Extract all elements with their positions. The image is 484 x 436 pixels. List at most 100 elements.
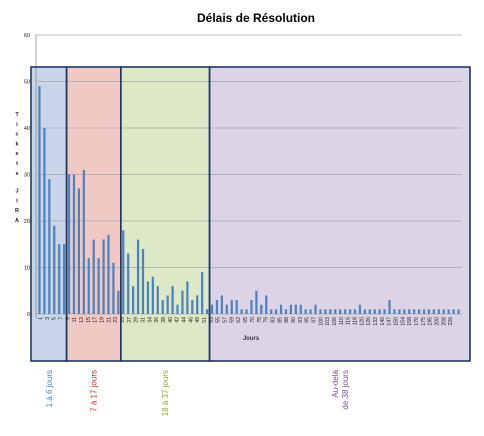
- bar: [309, 309, 312, 314]
- bar: [344, 309, 347, 314]
- x-tick-label: 226: [448, 317, 454, 326]
- bar: [225, 304, 228, 314]
- y-tick-label: 40: [24, 126, 30, 132]
- y-axis-label-char: T: [15, 112, 19, 118]
- bar: [191, 300, 194, 314]
- bar: [275, 309, 278, 314]
- bar: [240, 309, 243, 314]
- bar: [373, 309, 376, 314]
- x-tick-label: 55: [216, 317, 222, 323]
- bar: [324, 309, 327, 314]
- bar: [117, 290, 120, 314]
- bar: [363, 309, 366, 314]
- bar: [53, 225, 56, 314]
- x-tick-label: 175: [421, 317, 427, 326]
- bar: [161, 300, 164, 314]
- bar: [156, 286, 159, 314]
- x-tick-label: 154: [400, 317, 406, 326]
- bar: [368, 309, 371, 314]
- y-tick-label: 50: [24, 80, 30, 86]
- bar: [353, 309, 357, 314]
- x-tick-label: 49: [195, 317, 201, 323]
- x-tick-label: 29: [134, 317, 140, 323]
- bar: [383, 309, 386, 314]
- x-tick-label: 21: [106, 317, 112, 323]
- x-tick-label: 116: [346, 317, 352, 325]
- bar: [284, 309, 288, 314]
- bar: [393, 309, 396, 314]
- x-tick-label: 62: [236, 317, 242, 323]
- y-axis-label-char: A: [15, 218, 19, 224]
- x-tick-label: 85: [277, 317, 283, 323]
- x-tick-label: 195: [428, 317, 434, 326]
- bar: [255, 290, 258, 314]
- bar: [77, 188, 81, 314]
- bar: [294, 304, 297, 314]
- bar: [442, 309, 445, 314]
- bar: [58, 244, 61, 314]
- region-outline: [208, 66, 471, 362]
- bar: [166, 295, 169, 314]
- x-tick-label: 70: [250, 317, 256, 323]
- bar: [289, 304, 293, 314]
- region-label: 1 à 6 jours: [45, 370, 54, 407]
- x-tick-label: 13: [79, 317, 85, 323]
- region-label: de 38 jours: [341, 370, 350, 410]
- bar: [136, 239, 140, 314]
- x-tick-label: 19: [99, 317, 105, 323]
- bar: [196, 295, 199, 314]
- region-outlines: [30, 66, 471, 362]
- bar: [48, 179, 51, 314]
- bar: [403, 309, 406, 314]
- x-tick-label: 11: [72, 317, 78, 322]
- x-tick-label: 36: [154, 317, 160, 323]
- bar: [186, 281, 189, 314]
- y-axis-label-char: c: [15, 132, 18, 138]
- x-tick-label: 57: [223, 317, 229, 323]
- bar: [265, 295, 268, 314]
- x-tick-label: 65: [243, 317, 249, 323]
- y-tick-label: 20: [24, 219, 30, 225]
- bar: [408, 309, 411, 314]
- bar: [447, 309, 450, 314]
- x-tick-label: 46: [188, 317, 194, 323]
- x-tick-label: 106: [332, 317, 338, 326]
- bar: [260, 304, 263, 314]
- bars: [38, 86, 460, 315]
- x-tick-label: 170: [414, 317, 420, 326]
- region-label: 18 à 37 jours: [161, 370, 170, 416]
- region-label: 7 à 17 jours: [90, 370, 99, 412]
- x-tick-label: 5: [52, 317, 58, 320]
- bar: [102, 239, 105, 314]
- x-tick-label: 132: [373, 317, 379, 326]
- x-tick-label: 31: [141, 317, 147, 323]
- bar: [427, 309, 431, 314]
- bar: [92, 239, 95, 314]
- bar: [181, 290, 184, 314]
- x-tick-label: 103: [325, 317, 331, 326]
- x-tick-label: 38: [161, 317, 167, 323]
- x-tick-label: 110: [339, 317, 345, 325]
- x-tick-label: 51: [202, 317, 208, 323]
- bar: [171, 286, 174, 314]
- bar: [176, 304, 179, 314]
- x-tick-label: 208: [441, 317, 447, 326]
- x-tick-label: 100: [318, 317, 324, 326]
- bar: [339, 309, 342, 314]
- bar: [235, 300, 238, 314]
- bar: [319, 309, 322, 314]
- bar: [348, 309, 352, 314]
- region-label: Au-delà: [331, 369, 340, 397]
- y-tick-label: 0: [27, 312, 30, 318]
- x-tick-label: 3: [45, 317, 51, 320]
- bar: [146, 281, 150, 314]
- x-axis-ticks: 1 3 5 7 9 11 13 15 17 19 21 23 25 27 29 31 34 36 38 40 42 44 4…: [38, 317, 454, 326]
- y-axis-ticks: 0 10 20 30 40 50 60: [24, 33, 30, 318]
- x-axis-label: Jours: [243, 336, 260, 342]
- bar: [304, 309, 307, 314]
- bar: [210, 304, 214, 314]
- bar: [388, 300, 391, 314]
- x-tick-label: 140: [380, 317, 386, 326]
- bar: [413, 309, 416, 314]
